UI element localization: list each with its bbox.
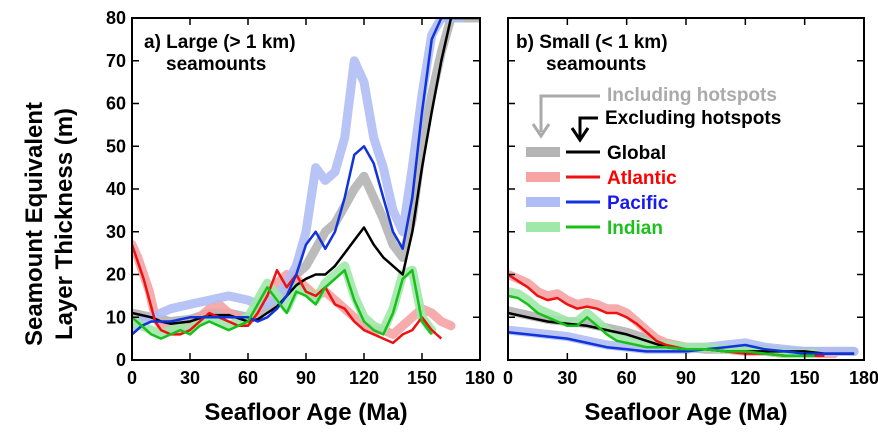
including-hotspots-arrowhead (531, 123, 551, 139)
panel-b-x-tick-label: 30 (557, 368, 577, 388)
panel-b-title-line1: b) Small (< 1 km) (516, 32, 668, 53)
excluding-hotspots-arrow (578, 116, 598, 140)
y-axis-title: Seamount Equivalent Layer Thickness (m) (21, 102, 78, 346)
panel-a-x-tick-label: 30 (180, 368, 200, 388)
panel-a-atlantic-excluding-hotspots-line (132, 244, 443, 345)
panel-a-x-tick-label: 90 (296, 368, 316, 388)
panel-b-x-axis-title: Seafloor Age (Ma) (584, 399, 787, 426)
panel-a-global-excluding-hotspots-line (132, 18, 480, 325)
panel-b-x-tick-label: 120 (730, 368, 760, 388)
y-axis-title-line2: Layer Thickness (m) (51, 108, 78, 340)
panel-a-pacific-including-hotspots-band (132, 18, 466, 335)
panel-a-y-tick-label: 30 (106, 222, 126, 242)
including-hotspots-arrow (539, 94, 600, 132)
including-hotspots-label: Including hotspots (607, 85, 777, 106)
y-axis-title-line1: Seamount Equivalent (21, 102, 48, 346)
panel-a-y-tick-label: 60 (106, 94, 126, 114)
panel-a-x-axis-title: Seafloor Age (Ma) (204, 399, 407, 426)
panel-b-x-tick-label: 150 (790, 368, 820, 388)
panel-a-y-tick-label: 10 (106, 307, 126, 327)
panel-b-x-tick-label: 90 (676, 368, 696, 388)
panel-a-y-tick-label: 0 (116, 350, 126, 370)
panel-b-x-tick-label: 60 (617, 368, 637, 388)
panel-a-title-line2: seamounts (166, 54, 266, 75)
panel-a-indian-excluding-hotspots-line (132, 268, 433, 340)
panel-b-x-tick-label: 180 (849, 368, 878, 388)
panel-b-title-line2: seamounts (546, 54, 646, 75)
panel-a-title-line1: a) Large (> 1 km) (144, 32, 296, 53)
panel-b: 0 30 60 90 120 150 180 b) Small (< 1 km) seamo… (503, 17, 878, 426)
panel-a: 0 30 60 90 120 150 180 0 10 20 30 40 50 60 70 80 a) Lar… (106, 8, 495, 426)
panel-a-x-tick-label: 120 (349, 368, 379, 388)
panel-b-frame (507, 17, 865, 361)
panel-b-indian-including-hotspots-band (508, 287, 820, 359)
panel-a-x-tick-label: 60 (238, 368, 258, 388)
legend-global-label: Global (607, 143, 666, 164)
panel-a-y-tick-label: 40 (106, 179, 126, 199)
panel-a-x-tick-label: 150 (407, 368, 437, 388)
panel-a-series-lines (132, 18, 480, 345)
panel-a-y-tick-label: 80 (106, 8, 126, 28)
excluding-hotspots-arrowhead (570, 127, 590, 143)
panel-a-pacific-excluding-hotspots-line (132, 18, 451, 336)
panel-b-x-tick-label: 0 (503, 368, 513, 388)
panel-b-indian-excluding-hotspots-line (508, 294, 815, 357)
panel-a-y-tick-label: 50 (106, 136, 126, 156)
panel-a-axes: 0 30 60 90 120 150 180 0 10 20 30 40 50 60 70 80 (106, 8, 495, 388)
panel-a-y-tick-label: 20 (106, 265, 126, 285)
panel-a-x-tick-label: 180 (465, 368, 495, 388)
panel-a-frame (131, 17, 481, 361)
legend-indian-label: Indian (607, 218, 663, 239)
panel-a-x-tick-label: 0 (127, 368, 137, 388)
excluding-hotspots-label: Excluding hotspots (605, 108, 781, 129)
panel-a-y-tick-label: 70 (106, 51, 126, 71)
legend: Including hotspots Excluding hotspots Gl… (526, 85, 781, 239)
legend-pacific-label: Pacific (607, 193, 669, 214)
panel-b-hotspot-bands (508, 270, 859, 359)
legend-atlantic-label: Atlantic (607, 168, 677, 189)
legend-entries: Global Atlantic Pacific Indian (526, 143, 677, 239)
